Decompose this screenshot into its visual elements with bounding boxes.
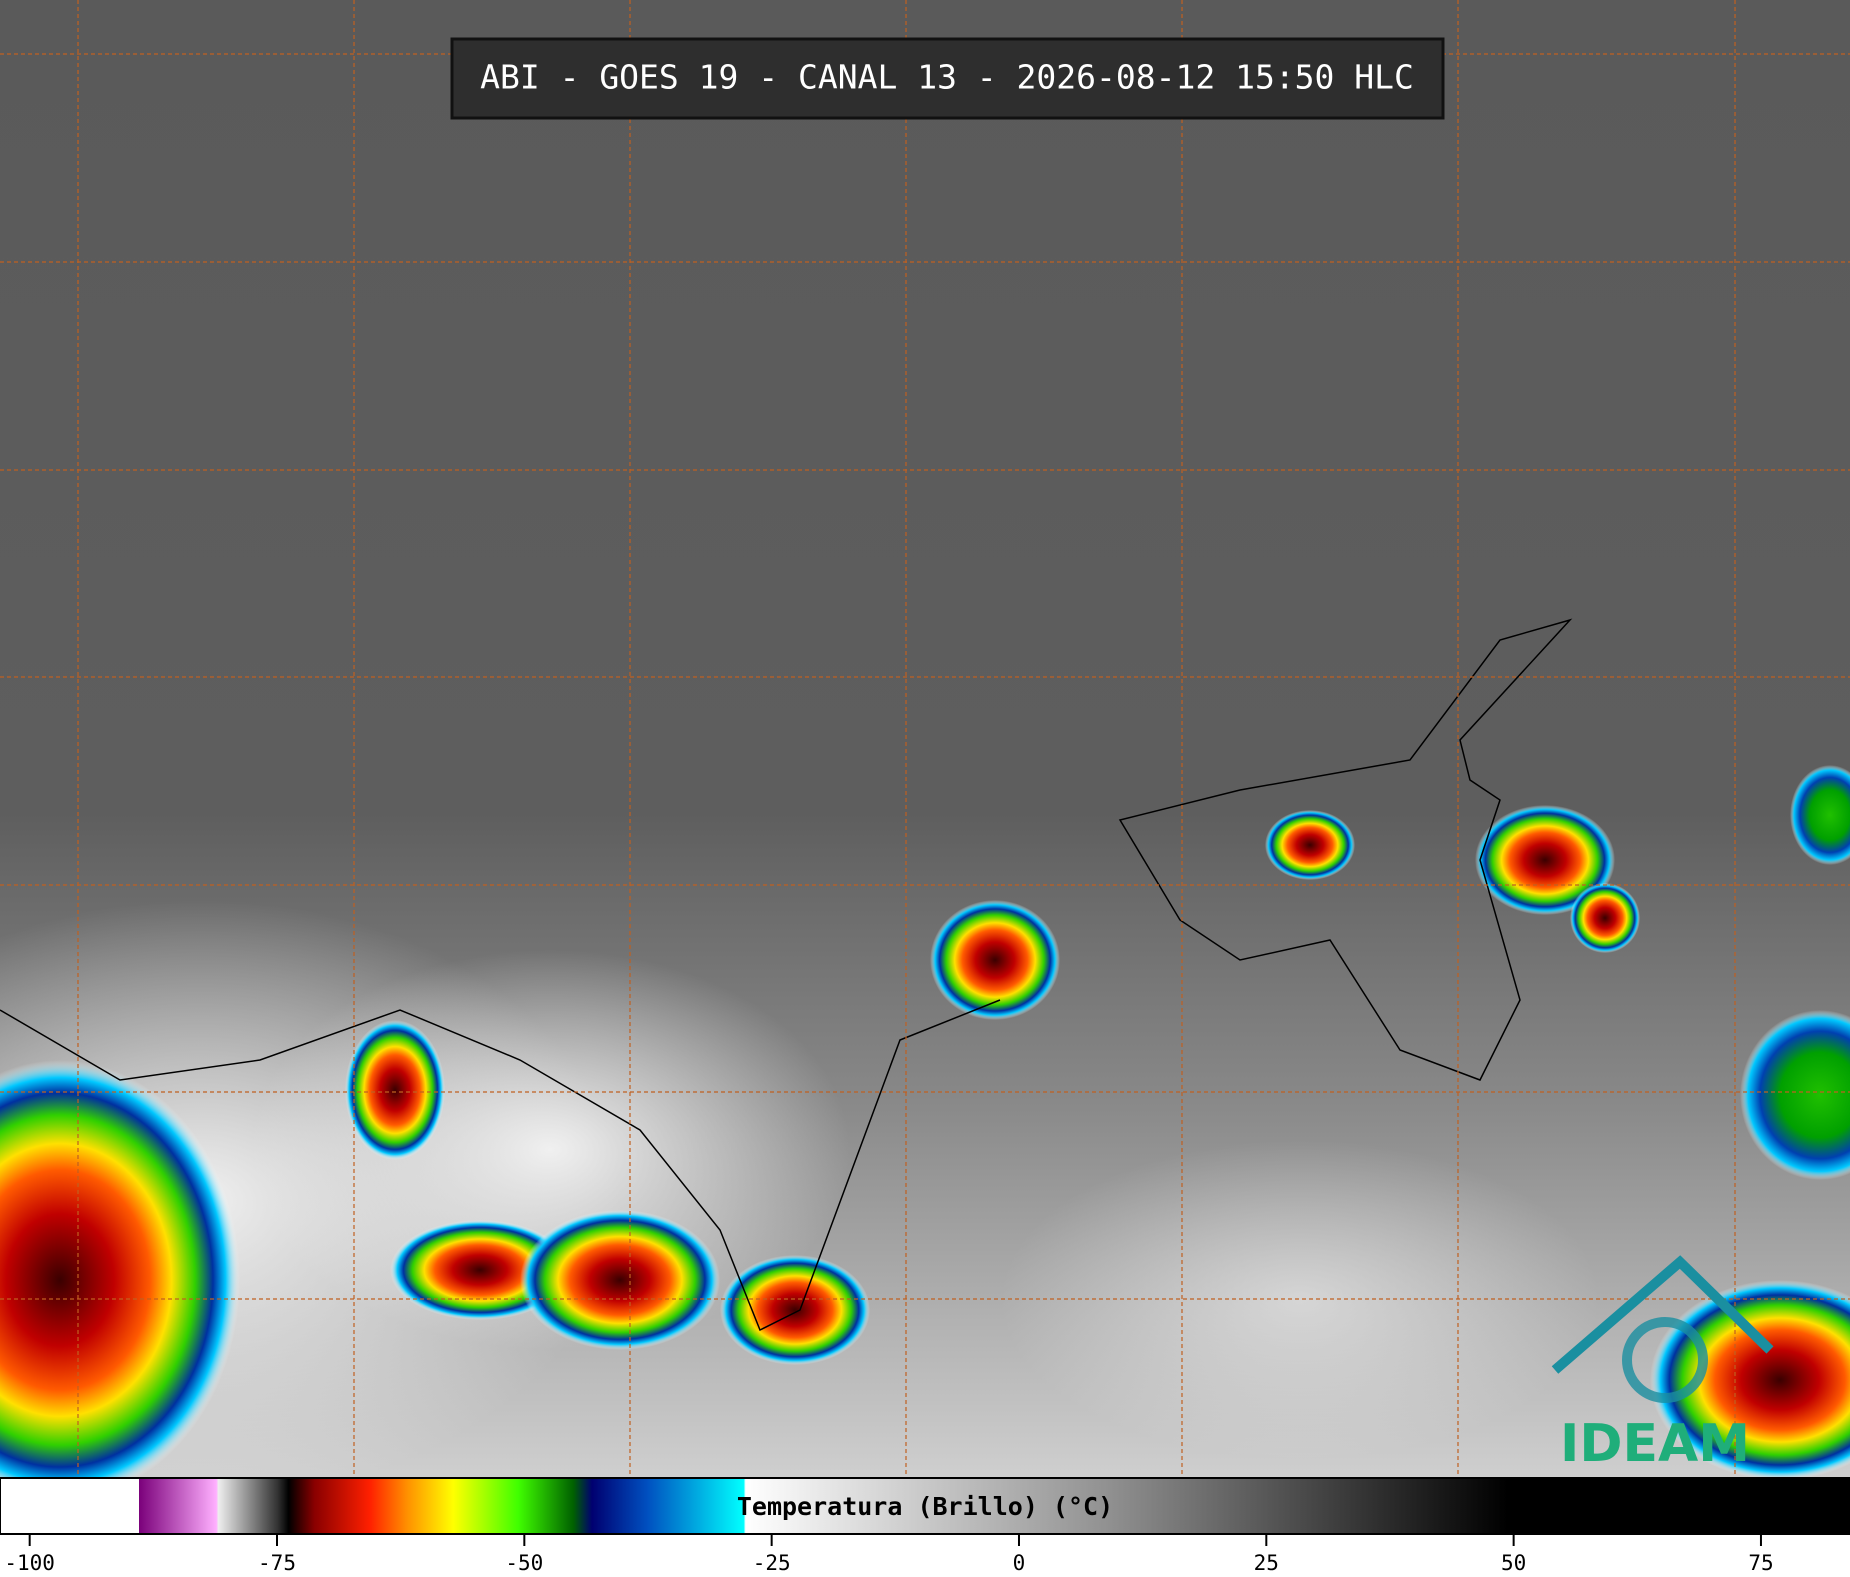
- logo-text: IDEAM: [1560, 1414, 1750, 1474]
- tick-label: -25: [753, 1551, 791, 1575]
- title: ABI - GOES 19 - CANAL 13 - 2026-08-12 15…: [480, 58, 1414, 97]
- tick-label: 75: [1748, 1551, 1773, 1575]
- coastline: [1118, 618, 1573, 1081]
- coastline: [0, 999, 1001, 1332]
- tick-label: 25: [1254, 1551, 1279, 1575]
- tick-label: 50: [1501, 1551, 1526, 1575]
- satellite-image: [0, 0, 1850, 1500]
- colorbar-axis: -100 -75 -50 -25 0 25 50 75: [4, 1534, 1774, 1575]
- colorbar-label: Temperatura (Brillo) (°C): [737, 1492, 1113, 1521]
- tick-label: 0: [1013, 1551, 1026, 1575]
- logo: IDEAM: [1551, 1255, 1774, 1474]
- title-box: [450, 37, 1445, 120]
- tick-label: -50: [505, 1551, 543, 1575]
- colorbar: [0, 1477, 1850, 1535]
- tick-label: -100: [4, 1551, 55, 1575]
- tick-label: -75: [258, 1551, 296, 1575]
